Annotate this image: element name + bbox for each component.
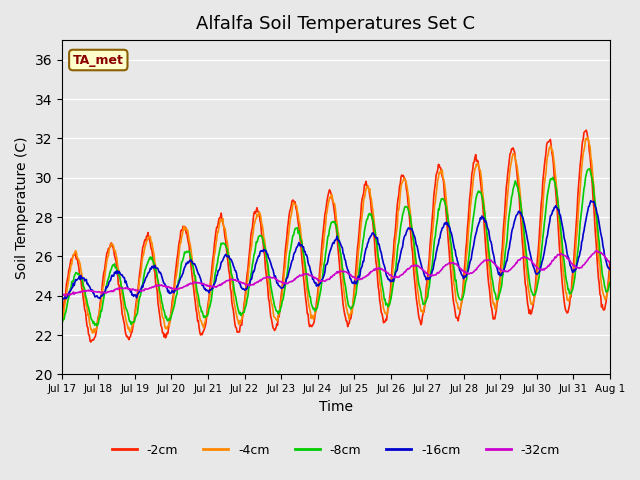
- Y-axis label: Soil Temperature (C): Soil Temperature (C): [15, 136, 29, 278]
- Legend: -2cm, -4cm, -8cm, -16cm, -32cm: -2cm, -4cm, -8cm, -16cm, -32cm: [107, 439, 565, 462]
- X-axis label: Time: Time: [319, 400, 353, 414]
- Text: TA_met: TA_met: [73, 53, 124, 67]
- Title: Alfalfa Soil Temperatures Set C: Alfalfa Soil Temperatures Set C: [196, 15, 476, 33]
